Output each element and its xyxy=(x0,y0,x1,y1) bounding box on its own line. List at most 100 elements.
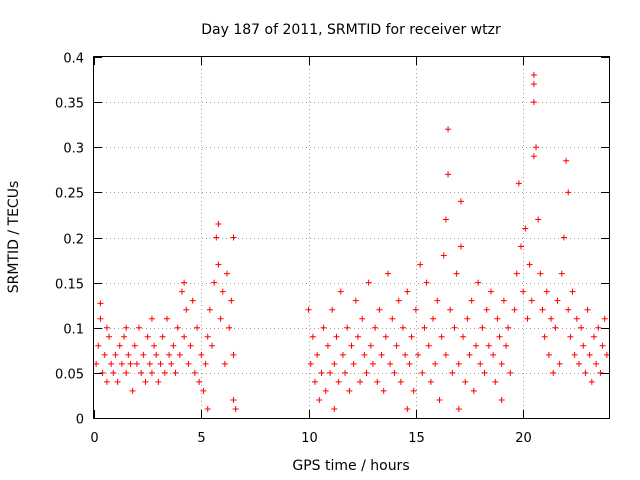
data-point xyxy=(217,315,224,322)
data-point xyxy=(121,333,128,340)
data-point xyxy=(406,360,413,367)
data-point xyxy=(365,279,372,286)
data-point xyxy=(541,333,548,340)
data-point xyxy=(228,297,235,304)
data-point xyxy=(189,297,196,304)
data-point xyxy=(498,396,505,403)
data-point xyxy=(569,288,576,295)
data-point xyxy=(395,297,402,304)
data-point xyxy=(464,315,471,322)
data-point xyxy=(176,351,183,358)
data-point xyxy=(563,157,570,164)
data-point xyxy=(359,315,366,322)
data-point xyxy=(530,153,537,160)
data-point xyxy=(565,189,572,196)
data-point xyxy=(361,351,368,358)
data-point xyxy=(178,288,185,295)
data-point xyxy=(432,360,439,367)
x-tick-label: 15 xyxy=(408,431,425,446)
data-point xyxy=(99,369,106,376)
data-point xyxy=(337,288,344,295)
data-point xyxy=(530,72,537,79)
data-point xyxy=(415,351,422,358)
data-point xyxy=(535,216,542,223)
data-point xyxy=(468,297,475,304)
data-point xyxy=(230,351,237,358)
data-point xyxy=(434,297,441,304)
data-point xyxy=(138,369,145,376)
y-tick-label: 0.3 xyxy=(63,142,84,157)
data-point xyxy=(593,360,600,367)
data-point xyxy=(382,333,389,340)
data-point xyxy=(194,324,200,331)
data-point xyxy=(457,198,464,205)
data-point xyxy=(485,342,492,349)
y-tick-label: 0.35 xyxy=(55,97,84,112)
data-point xyxy=(481,369,488,376)
data-point xyxy=(545,351,552,358)
data-point xyxy=(391,369,398,376)
chart-title: Day 187 of 2011, SRMTID for receiver wtz… xyxy=(201,22,501,38)
data-point xyxy=(106,333,113,340)
data-point xyxy=(438,333,445,340)
data-point xyxy=(142,378,149,385)
data-point xyxy=(314,351,321,358)
data-point xyxy=(123,369,130,376)
data-point xyxy=(558,270,565,277)
data-point xyxy=(329,306,336,313)
data-point xyxy=(339,351,346,358)
y-tick-label: 0.05 xyxy=(55,368,84,383)
data-point xyxy=(151,342,158,349)
data-point xyxy=(101,351,108,358)
data-point xyxy=(425,342,432,349)
data-point xyxy=(309,333,316,340)
data-point xyxy=(125,351,132,358)
data-point xyxy=(97,300,104,307)
data-point xyxy=(582,369,589,376)
data-point xyxy=(384,270,391,277)
data-point xyxy=(114,378,121,385)
data-point xyxy=(159,333,166,340)
data-point xyxy=(573,315,580,322)
data-point xyxy=(354,333,361,340)
data-point xyxy=(389,315,396,322)
data-point xyxy=(344,324,351,331)
data-point xyxy=(232,405,239,412)
data-point xyxy=(436,396,443,403)
data-point xyxy=(575,360,582,367)
data-point xyxy=(588,378,595,385)
data-point xyxy=(363,369,370,376)
data-point xyxy=(95,342,102,349)
data-point xyxy=(533,144,540,151)
data-point xyxy=(530,81,537,88)
data-point xyxy=(331,405,338,412)
data-point xyxy=(206,306,213,313)
data-point xyxy=(103,378,110,385)
data-point xyxy=(590,333,597,340)
data-point xyxy=(172,369,179,376)
data-point xyxy=(305,306,312,313)
data-point xyxy=(522,225,529,232)
data-point xyxy=(93,360,100,367)
data-point xyxy=(148,315,155,322)
axis-ticks: 0 0.05 0.1 0.15 0.2 0.25 0.3 0.35 0.4 0 5 10 15 20 xyxy=(55,52,609,446)
y-tick-label: 0.25 xyxy=(55,187,84,202)
data-point xyxy=(342,369,349,376)
data-point xyxy=(410,387,417,394)
data-point xyxy=(348,342,355,349)
data-point xyxy=(204,333,211,340)
data-point xyxy=(215,220,222,227)
data-point xyxy=(455,360,462,367)
y-axis-label: SRMTID / TECUs xyxy=(6,181,22,294)
data-point xyxy=(526,261,533,268)
data-point xyxy=(181,333,188,340)
data-point xyxy=(524,315,531,322)
data-point xyxy=(146,360,153,367)
data-point xyxy=(131,342,138,349)
data-point xyxy=(565,306,572,313)
data-point xyxy=(466,351,473,358)
data-point xyxy=(556,360,563,367)
data-point xyxy=(116,342,123,349)
grid-lines xyxy=(94,57,609,418)
